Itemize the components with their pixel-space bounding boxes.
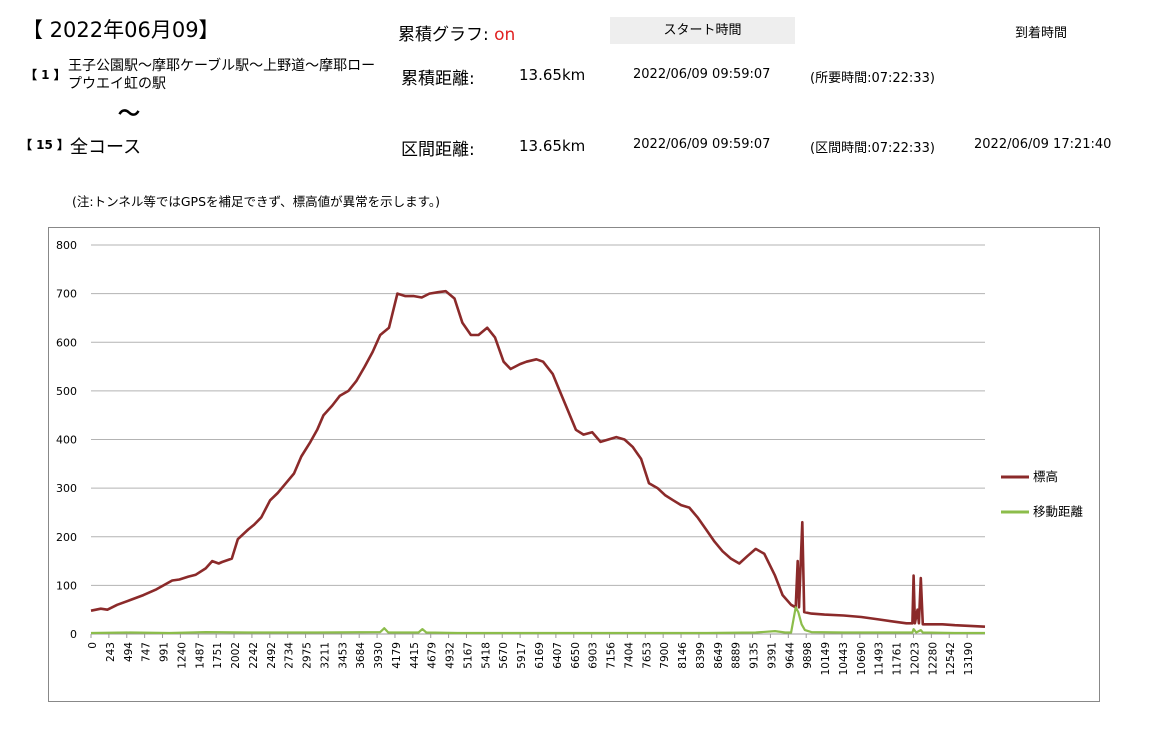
x-tick-label: 12023 (909, 642, 921, 675)
x-tick-label: 5167 (462, 642, 474, 669)
x-tick-label: 9391 (766, 642, 778, 669)
section-time: (区間時間:07:22:33) (810, 141, 935, 156)
legend-label: 移動距離 (1033, 504, 1084, 519)
x-tick-label: 1751 (212, 642, 224, 669)
x-tick-label: 8146 (677, 642, 689, 669)
y-tick-label: 100 (56, 579, 77, 592)
elevation-chart: 0 100 200 300 400 500 600 700 800 0 243 494 747 991 12… (48, 227, 1100, 702)
x-tick-label: 747 (141, 642, 153, 662)
x-tick-label: 4932 (445, 642, 457, 669)
x-tick-label: 1240 (176, 642, 188, 669)
x-tick-label: 12280 (927, 642, 939, 675)
x-tick-label: 7653 (641, 642, 653, 669)
date-title: 【 2022年06月09】 (22, 18, 220, 42)
x-tick-label: 2734 (284, 642, 296, 669)
cumulative-graph-toggle[interactable]: 累積グラフ: on (398, 20, 515, 45)
x-tick-label: 8889 (731, 642, 743, 669)
x-tick-label: 5917 (516, 642, 528, 669)
y-tick-label: 200 (56, 531, 77, 544)
section-distance-label: 区間距離: (401, 140, 475, 160)
cumulative-start-time: 2022/06/09 09:59:07 (633, 67, 771, 82)
start-time-header: スタート時間 (610, 17, 795, 44)
x-tick-label: 11493 (874, 642, 886, 675)
cumulative-graph-value: on (494, 25, 516, 45)
x-tick-label: 7404 (623, 642, 635, 669)
x-tick-label: 4179 (391, 642, 403, 669)
x-tick-label: 9898 (802, 642, 814, 669)
x-tick-label: 8649 (713, 642, 725, 669)
cumulative-distance-label: 累積距離: (401, 69, 475, 89)
y-tick-label: 300 (56, 482, 77, 495)
y-tick-label: 600 (56, 336, 77, 349)
x-tick-label: 494 (123, 642, 135, 662)
x-tick-label: 6903 (588, 642, 600, 669)
x-tick-label: 7156 (606, 642, 618, 669)
gps-note: (注:トンネル等ではGPSを補足できず、標高値が異常を示します。) (72, 194, 440, 209)
arrival-time-header: 到着時間 (1015, 26, 1068, 41)
start-section-name: 王子公園駅～摩耶ケーブル駅～上野道～摩耶ロープウエイ虹の駅 (68, 58, 376, 92)
start-section-number: 【 1 】 (25, 68, 66, 82)
x-tick-label: 3211 (319, 642, 331, 669)
y-tick-label: 700 (56, 288, 77, 301)
x-tick-label: 10443 (838, 642, 850, 675)
x-tick-label: 9644 (784, 642, 796, 669)
x-tick-label: 2242 (248, 642, 260, 669)
x-tick-label: 991 (159, 642, 171, 662)
cumulative-graph-label: 累積グラフ: (398, 25, 495, 45)
y-tick-label: 0 (70, 628, 77, 641)
x-tick-label: 3684 (355, 642, 367, 669)
end-section-name: 全コース (70, 137, 142, 158)
x-tick-label: 2975 (302, 642, 314, 669)
x-tick-label: 8399 (695, 642, 707, 669)
cumulative-required-time: (所要時間:07:22:33) (810, 71, 935, 86)
x-tick-label: 243 (105, 642, 117, 662)
x-tick-label: 5670 (498, 642, 510, 669)
section-arrival-time: 2022/06/09 17:21:40 (974, 137, 1112, 152)
end-section-number: 【 15 】 (20, 138, 70, 152)
x-tick-label: 10690 (856, 642, 868, 675)
x-tick-label: 6169 (534, 642, 546, 669)
section-distance-value: 13.65km (519, 137, 586, 155)
x-tick-label: 4679 (427, 642, 439, 669)
x-tick-label: 7900 (659, 642, 671, 669)
cumulative-distance-value: 13.65km (519, 66, 586, 84)
x-tick-label: 11761 (892, 642, 904, 675)
y-tick-label: 400 (56, 434, 77, 447)
x-tick-label: 6407 (552, 642, 564, 669)
x-tick-label: 6650 (570, 642, 582, 669)
series-line-distance (90, 606, 985, 635)
series-line-elevation (90, 289, 986, 628)
chart-canvas: 0 100 200 300 400 500 600 700 800 0 243 494 747 991 12… (56, 239, 1084, 675)
x-tick-label: 5418 (480, 642, 492, 669)
y-tick-label: 500 (56, 385, 77, 398)
x-tick-label: 3930 (373, 642, 385, 669)
x-tick-label: 2492 (266, 642, 278, 669)
legend-label: 標高 (1033, 469, 1058, 484)
range-tilde: 〜 (118, 102, 141, 127)
x-tick-label: 4415 (409, 642, 421, 669)
x-tick-label: 1487 (194, 642, 206, 669)
x-tick-label: 13190 (963, 642, 975, 675)
x-tick-label: 12542 (945, 642, 957, 675)
section-start-time: 2022/06/09 09:59:07 (633, 137, 771, 152)
x-tick-label: 2002 (230, 642, 242, 669)
x-tick-label: 9135 (749, 642, 761, 669)
x-tick-label: 0 (87, 642, 99, 649)
x-tick-label: 10149 (820, 642, 832, 675)
y-tick-label: 800 (56, 239, 77, 252)
x-tick-label: 3453 (337, 642, 349, 669)
